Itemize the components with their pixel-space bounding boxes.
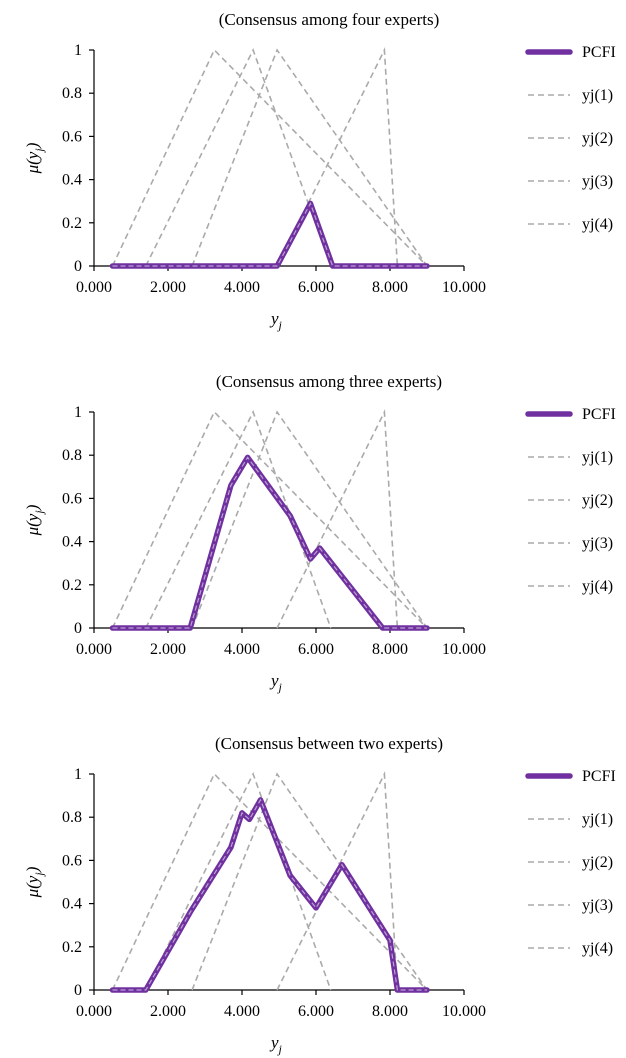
chart-panel-3: (Consensus between two experts) 0 0.2 0.4 0.… [23, 734, 616, 1056]
series-line-yj4 [276, 770, 399, 991]
series-line-pcfi [109, 454, 430, 631]
legend-label: yj(4) [582, 940, 613, 957]
y-tick-label: 0.2 [62, 215, 82, 232]
x-tick-label: 10.000 [442, 1003, 486, 1020]
y-tick-label: 0 [74, 258, 82, 275]
series-line-yj4 [276, 46, 399, 267]
chart-panel-1: (Consensus among four experts) 0 0.2 0.4 0.6… [23, 10, 616, 332]
y-axis-label-sub: j [32, 148, 46, 154]
series-line-yj1 [111, 410, 428, 629]
x-axis-label-sub: j [277, 318, 283, 332]
y-tick-label: 1 [74, 766, 82, 783]
legend-label: yj(3) [582, 173, 613, 190]
y-tick-label: 1 [74, 404, 82, 421]
legend-label: yj(3) [582, 897, 613, 914]
legend-label: yj(2) [582, 130, 613, 147]
x-tick-label: 4.000 [224, 279, 260, 296]
x-tick-label: 6.000 [298, 279, 334, 296]
x-tick-label: 0.000 [76, 1003, 112, 1020]
y-axis-label-sub: j [32, 872, 46, 878]
y-axis-label-close: ) [23, 142, 42, 149]
x-axis-label: yj [269, 309, 283, 332]
series-line-yj2 [145, 771, 332, 991]
y-axis-label-close: ) [23, 866, 42, 873]
x-tick-label: 8.000 [372, 641, 408, 658]
legend-label: yj(4) [582, 216, 613, 233]
chart-title: (Consensus among four experts) [219, 10, 440, 29]
y-axis-label-main: μ(y [23, 875, 42, 898]
legend-label: PCFI [582, 768, 616, 785]
series-line-pcfi-overlay [112, 456, 427, 629]
legend-label: PCFI [582, 44, 616, 61]
y-tick-label: 0.8 [62, 447, 82, 464]
series-line-yj1 [111, 48, 428, 267]
y-axis-label-close: ) [23, 504, 42, 511]
series-line-yj3 [191, 772, 428, 991]
y-axis-label-main: μ(y [23, 151, 42, 174]
y-axis-label: μ(yj) [23, 866, 46, 898]
y-tick-label: 0.2 [62, 939, 82, 956]
x-tick-label: 10.000 [442, 641, 486, 658]
y-tick-label: 0.6 [62, 128, 82, 145]
x-tick-label: 2.000 [150, 1003, 186, 1020]
y-tick-label: 0.4 [62, 534, 82, 551]
x-axis-label-sub: j [277, 1042, 283, 1056]
y-tick-label: 0 [74, 620, 82, 637]
x-axis-label: yj [269, 671, 283, 694]
y-tick-label: 0.2 [62, 577, 82, 594]
chart-title: (Consensus between two experts) [215, 734, 443, 753]
y-tick-label: 0 [74, 982, 82, 999]
legend-label: PCFI [582, 406, 616, 423]
legend-label: yj(1) [582, 87, 613, 104]
legend-label: yj(1) [582, 449, 613, 466]
x-tick-label: 6.000 [298, 1003, 334, 1020]
y-tick-label: 0.6 [62, 490, 82, 507]
series-line-yj2 [145, 409, 332, 629]
y-tick-label: 0.8 [62, 85, 82, 102]
series-line-pcfi [109, 200, 430, 269]
legend-label: yj(2) [582, 492, 613, 509]
series-line-pcfi [109, 797, 430, 993]
chart-title: (Consensus among three experts) [216, 372, 442, 391]
series-line-yj3 [191, 410, 428, 629]
x-axis-label-main: y [269, 1033, 279, 1052]
legend-label: yj(4) [582, 578, 613, 595]
x-axis-label-main: y [269, 671, 279, 690]
series-line-pcfi-overlay [112, 798, 427, 991]
chart-panel-2: (Consensus among three experts) 0 0.2 0.4 0.… [23, 372, 616, 694]
y-tick-label: 1 [74, 42, 82, 59]
x-tick-label: 4.000 [224, 641, 260, 658]
y-tick-label: 0.8 [62, 809, 82, 826]
x-tick-label: 2.000 [150, 641, 186, 658]
series-line-yj2 [145, 47, 332, 267]
y-tick-label: 0.6 [62, 852, 82, 869]
x-tick-label: 8.000 [372, 279, 408, 296]
legend-label: yj(1) [582, 811, 613, 828]
series-line-yj1 [111, 772, 428, 991]
x-tick-label: 10.000 [442, 279, 486, 296]
x-axis-label-main: y [269, 309, 279, 328]
legend-label: yj(3) [582, 535, 613, 552]
x-axis-label-sub: j [277, 680, 283, 694]
y-tick-label: 0.4 [62, 172, 82, 189]
y-axis-label: μ(yj) [23, 142, 46, 174]
x-axis-label: yj [269, 1033, 283, 1056]
series-line-pcfi-overlay [112, 201, 427, 267]
x-tick-label: 0.000 [76, 641, 112, 658]
x-tick-label: 6.000 [298, 641, 334, 658]
x-tick-label: 0.000 [76, 279, 112, 296]
y-axis-label-main: μ(y [23, 513, 42, 536]
x-tick-label: 4.000 [224, 1003, 260, 1020]
y-axis-label-sub: j [32, 510, 46, 516]
legend-label: yj(2) [582, 854, 613, 871]
series-line-yj3 [191, 48, 428, 267]
y-axis-label: μ(yj) [23, 504, 46, 536]
y-tick-label: 0.4 [62, 896, 82, 913]
x-tick-label: 2.000 [150, 279, 186, 296]
x-tick-label: 8.000 [372, 1003, 408, 1020]
